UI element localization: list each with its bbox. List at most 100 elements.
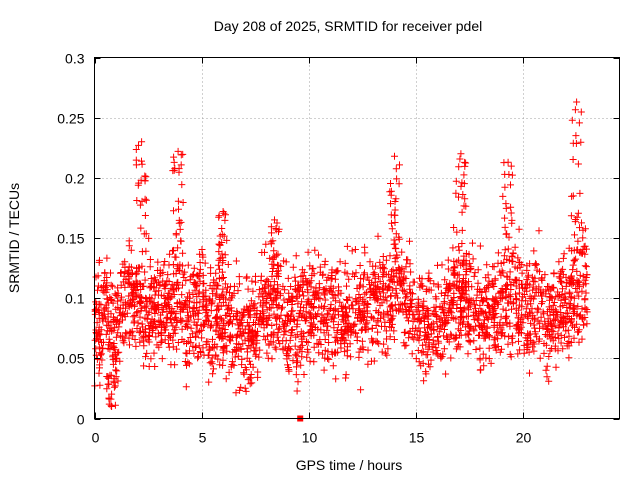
data-point — [248, 328, 256, 336]
data-point — [216, 361, 224, 369]
data-point — [479, 298, 487, 306]
data-point — [427, 286, 435, 294]
data-point — [279, 282, 287, 290]
data-point — [465, 322, 473, 330]
data-point — [513, 295, 521, 303]
data-point — [220, 209, 228, 217]
data-point — [151, 291, 159, 299]
data-point — [557, 316, 565, 324]
data-point — [170, 166, 178, 174]
data-point — [226, 331, 234, 339]
data-point — [111, 382, 119, 390]
data-point — [135, 141, 142, 149]
data-point — [427, 330, 435, 338]
data-point — [311, 295, 318, 303]
data-point — [503, 230, 511, 238]
data-point — [507, 353, 515, 361]
data-point — [386, 277, 394, 285]
data-point — [138, 197, 146, 205]
data-point — [306, 357, 314, 365]
data-point — [529, 286, 537, 294]
data-point — [194, 354, 202, 362]
data-point — [574, 302, 582, 310]
data-point — [455, 243, 463, 251]
data-point — [529, 343, 537, 351]
data-point — [206, 282, 214, 290]
data-point — [396, 305, 404, 313]
data-point — [493, 299, 501, 307]
data-point — [302, 308, 310, 316]
data-point — [581, 305, 589, 313]
data-point — [408, 333, 416, 341]
data-point — [214, 305, 222, 313]
data-point — [270, 278, 278, 286]
data-point — [359, 309, 367, 317]
data-point — [244, 348, 251, 356]
data-point — [361, 269, 368, 277]
data-point — [113, 316, 121, 324]
data-point — [429, 309, 437, 317]
data-point — [375, 273, 382, 281]
data-point — [117, 281, 125, 289]
data-point — [412, 355, 420, 363]
data-point — [516, 346, 524, 354]
data-point — [461, 158, 469, 166]
data-point — [434, 337, 442, 345]
data-point — [555, 335, 563, 343]
data-point — [98, 356, 106, 364]
data-point — [533, 266, 541, 274]
data-point — [274, 250, 282, 258]
data-point — [112, 366, 120, 374]
data-point — [127, 246, 135, 254]
data-point — [503, 319, 511, 327]
data-point — [574, 209, 582, 217]
data-point — [297, 361, 305, 369]
data-point — [190, 349, 198, 357]
data-point — [122, 329, 130, 337]
data-point — [464, 350, 472, 358]
data-point — [170, 246, 177, 254]
data-point — [485, 344, 493, 352]
data-point — [204, 338, 212, 346]
data-point — [195, 273, 203, 281]
data-point — [565, 354, 573, 362]
data-point — [329, 318, 337, 326]
data-point — [137, 327, 144, 335]
data-point — [460, 171, 468, 179]
data-point — [546, 311, 554, 319]
data-point — [285, 289, 293, 297]
data-point — [328, 269, 336, 277]
data-point — [307, 329, 315, 337]
data-point — [490, 306, 498, 314]
data-point — [91, 336, 99, 344]
data-point — [206, 345, 214, 353]
data-point — [141, 177, 149, 185]
data-point — [270, 247, 278, 255]
data-point — [575, 338, 583, 346]
data-point — [218, 325, 226, 333]
data-point — [101, 284, 109, 292]
data-point — [317, 326, 325, 334]
data-point — [387, 180, 394, 187]
data-point — [508, 171, 516, 179]
data-point — [179, 281, 186, 289]
data-point — [456, 313, 464, 321]
data-point — [208, 358, 216, 366]
data-point — [430, 326, 438, 334]
data-point — [364, 360, 372, 368]
data-point — [316, 295, 324, 303]
data-point — [304, 339, 312, 346]
data-point — [549, 283, 557, 291]
data-point — [237, 345, 245, 353]
data-point — [382, 256, 390, 264]
data-point — [449, 280, 457, 288]
data-point — [132, 161, 140, 169]
data-point — [94, 286, 101, 294]
data-point — [249, 287, 257, 295]
data-point — [219, 330, 227, 337]
data-point — [448, 309, 456, 317]
data-point — [501, 332, 509, 340]
data-point — [543, 362, 551, 370]
data-point — [481, 329, 489, 337]
data-point — [137, 299, 145, 307]
